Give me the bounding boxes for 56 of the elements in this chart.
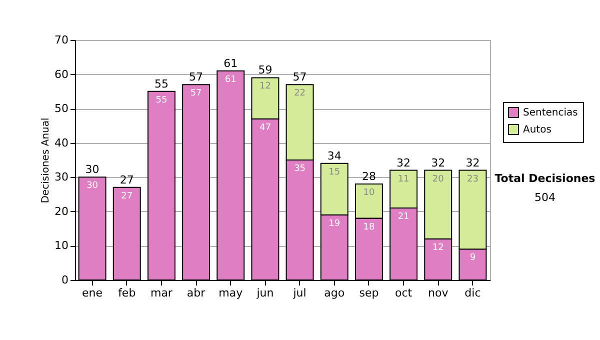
y-tick-label: 70 (54, 34, 68, 46)
y-tick-label: 10 (54, 239, 68, 252)
legend-label: Sentencias (523, 108, 578, 118)
total-label: 27 (120, 173, 134, 186)
total-label: 61 (224, 56, 238, 70)
data-label: 10 (363, 188, 375, 198)
data-label: 11 (398, 174, 410, 184)
data-label: 18 (363, 222, 375, 232)
data-label: 9 (470, 253, 476, 264)
total-label: 32 (431, 156, 446, 170)
data-label: 57 (190, 88, 202, 99)
x-tick-label: oct (394, 286, 413, 300)
text: 504 (534, 191, 556, 204)
y-tick-label: 40 (54, 136, 68, 150)
data-label: 12 (432, 242, 444, 253)
total-label: 57 (189, 70, 204, 84)
total-label: 32 (466, 156, 480, 170)
y-axis-title: Decisiones Anual (40, 118, 52, 204)
x-tick-label: jul (292, 286, 306, 300)
x-tick-label: ago (324, 286, 345, 300)
data-label: 15 (328, 167, 340, 178)
x-tick-label: ene (82, 286, 103, 300)
y-tick-label: 20 (54, 204, 68, 218)
total-label: 55 (154, 77, 168, 90)
y-tick-label: 30 (54, 170, 68, 184)
data-label: 22 (294, 88, 306, 99)
x-tick-label: sep (359, 286, 379, 300)
total-label: 34 (327, 149, 342, 162)
data-label: 47 (259, 122, 271, 133)
x-tick-label: may (218, 286, 244, 300)
x-tick-label: dic (464, 286, 481, 300)
y-tick-label: 0 (62, 274, 68, 286)
x-tick-label: abr (186, 286, 206, 300)
x-tick-label: feb (118, 286, 136, 300)
data-label: 35 (294, 164, 306, 174)
data-label: 12 (259, 82, 271, 92)
total-label: 30 (85, 163, 100, 176)
data-label: 61 (224, 74, 236, 85)
y-tick-label: 50 (54, 102, 68, 116)
legend-label: Autos (523, 124, 552, 136)
data-label: 20 (432, 174, 444, 184)
data-label: 55 (156, 95, 168, 106)
total-label: 32 (396, 156, 411, 170)
data-label: 19 (328, 218, 340, 229)
text: Total Decisiones (494, 172, 596, 185)
x-tick-label: mar (150, 286, 173, 300)
data-label: 21 (398, 212, 410, 222)
total-label: 59 (258, 64, 272, 77)
total-label: 57 (292, 70, 307, 84)
data-label: 23 (466, 174, 478, 184)
data-label: 30 (86, 181, 98, 192)
x-tick-label: jun (256, 286, 274, 300)
y-tick-label: 60 (54, 68, 68, 81)
x-tick-label: nov (428, 286, 449, 300)
data-label: 27 (121, 191, 133, 202)
total-label: 28 (362, 170, 376, 183)
